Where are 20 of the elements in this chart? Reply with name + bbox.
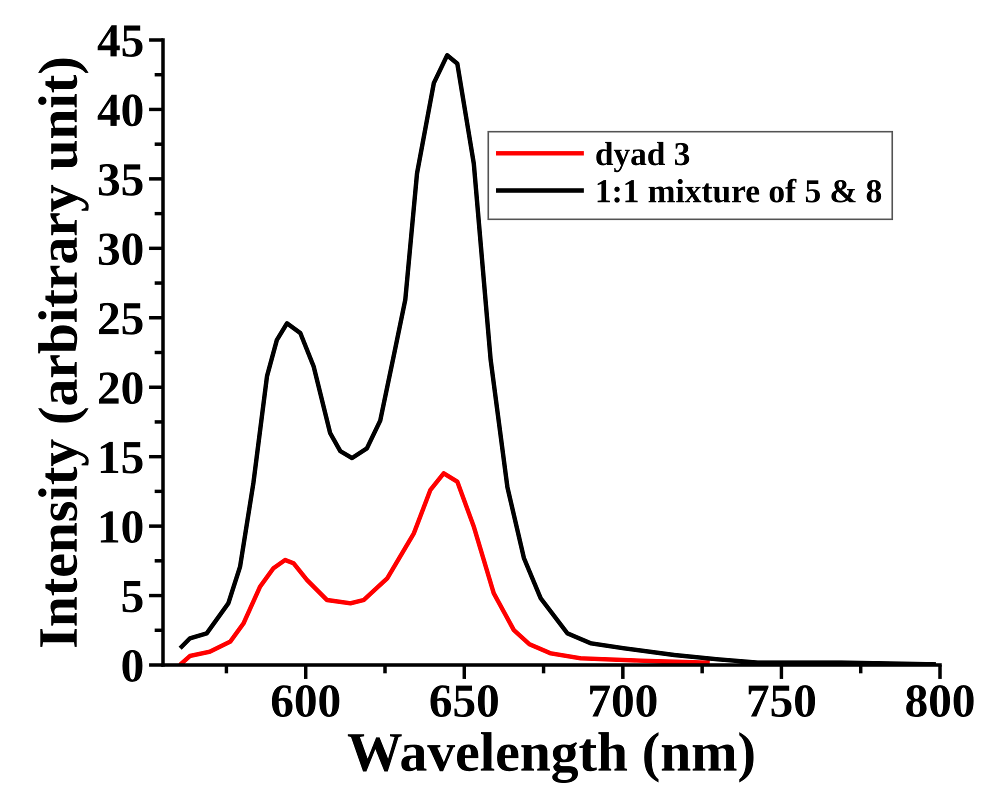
y-tick-label: 45 [98, 25, 143, 57]
y-tick-label: 5 [122, 581, 143, 612]
x-tick-label: 700 [590, 685, 656, 717]
y-tick-label: 20 [99, 372, 142, 404]
y-tick-label: 15 [100, 442, 143, 474]
line-series [179, 471, 710, 665]
y-axis-title: Intensity (arbitrary unit) [38, 58, 89, 647]
x-tick-label: 650 [430, 685, 498, 717]
y-tick-label: 35 [98, 164, 143, 196]
x-tick-label: 600 [272, 685, 340, 717]
x-axis-title: Wavelength (nm) [348, 732, 754, 783]
x-tick-label: 750 [748, 685, 816, 717]
y-tick-label: 0 [122, 650, 142, 682]
y-tick-label: 30 [98, 233, 142, 266]
x-tick-label: 800 [906, 685, 974, 717]
legend-label: 1:1 mixture of 5 & 8 [598, 178, 882, 203]
y-tick-label: 10 [100, 511, 142, 543]
legend-label: dyad 3 [596, 142, 690, 172]
y-tick-label: 40 [98, 94, 142, 126]
y-tick-label: 25 [99, 302, 143, 335]
